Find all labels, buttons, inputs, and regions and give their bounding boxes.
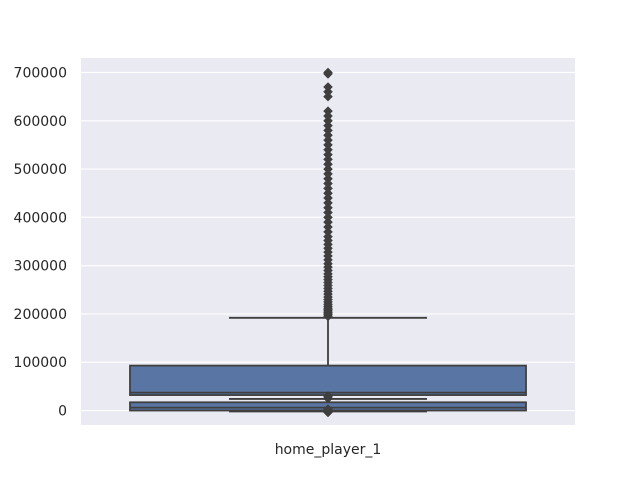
x-axis-ticks: home_player_1 [275,442,382,458]
y-tick-label: 500000 [14,162,67,178]
x-tick-label: home_player_1 [275,442,382,458]
box-iqr [130,366,526,395]
y-tick-label: 100000 [14,355,67,371]
y-tick-label: 400000 [14,210,67,226]
y-tick-label: 700000 [14,65,67,81]
y-tick-label: 0 [58,404,67,420]
y-tick-label: 200000 [14,307,67,323]
y-tick-label: 300000 [14,259,67,275]
y-axis-ticks: 0 100000 200000 300000 400000 500000 600000 700… [14,65,67,419]
y-tick-label: 600000 [14,114,67,130]
